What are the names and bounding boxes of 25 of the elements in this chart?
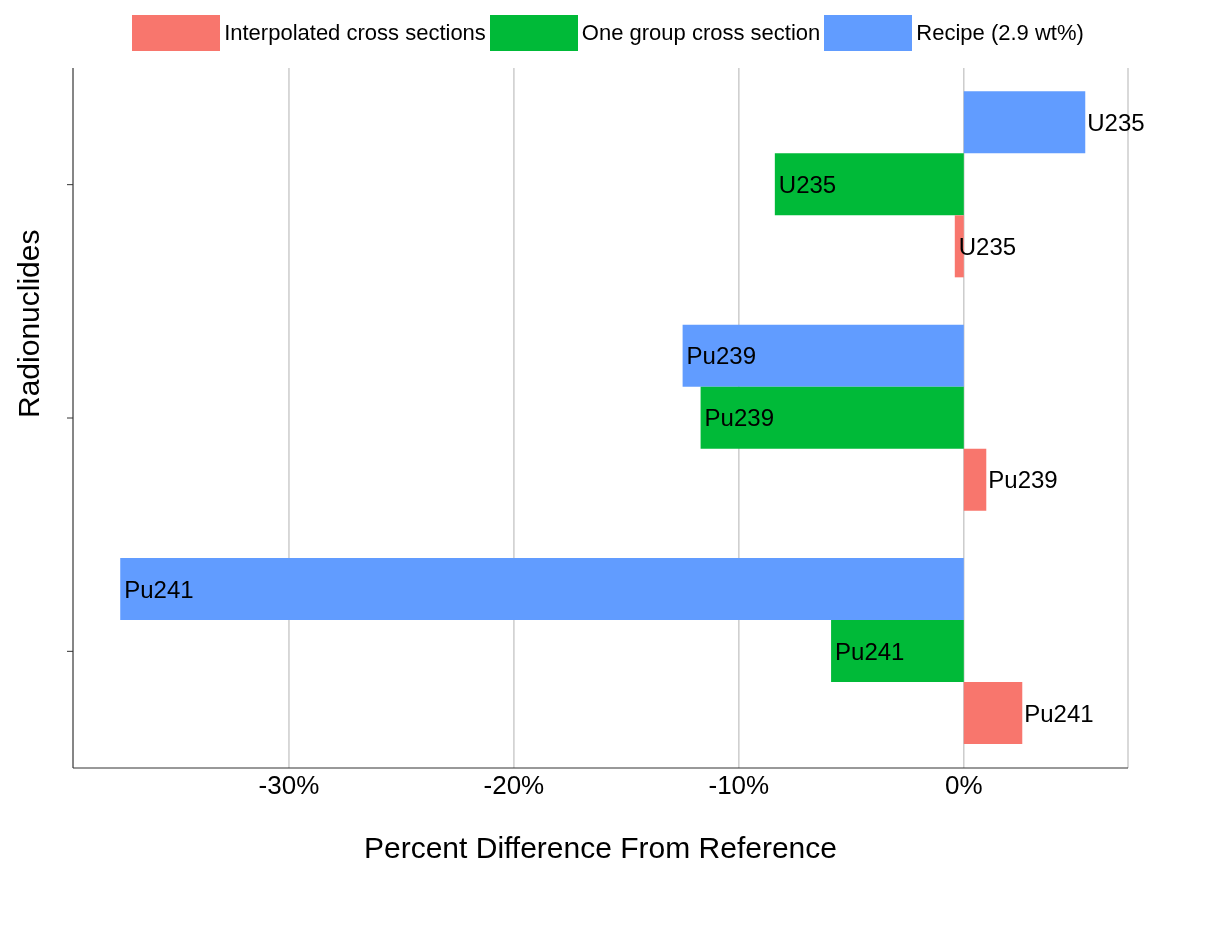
bar xyxy=(831,620,964,682)
data-label: Pu239 xyxy=(686,342,757,370)
data-label: U235 xyxy=(778,170,837,198)
bar xyxy=(774,153,964,216)
legend-label: Recipe (2.9 wt%) xyxy=(916,20,1084,46)
data-label: Pu241 xyxy=(835,637,905,665)
data-label: Pu241 xyxy=(124,575,194,603)
x-tick-label: -20% xyxy=(483,770,545,801)
x-tick-label: -10% xyxy=(708,770,770,801)
data-label: Pu239 xyxy=(988,466,1058,494)
x-tick-label: -30% xyxy=(258,770,320,801)
bar xyxy=(120,558,964,620)
data-label: Pu241 xyxy=(1024,699,1094,727)
legend-label: Interpolated cross sections xyxy=(224,20,486,46)
legend-label: One group cross section xyxy=(581,20,821,46)
data-label: U235 xyxy=(1087,108,1145,136)
bar xyxy=(963,448,987,511)
y-axis-title: Radionuclides xyxy=(11,229,45,418)
bar xyxy=(682,324,964,387)
bar xyxy=(963,682,1023,744)
bar xyxy=(963,91,1086,154)
bar xyxy=(700,386,964,449)
data-label: Pu239 xyxy=(704,404,775,432)
x-tick-label: 0% xyxy=(945,770,983,801)
x-axis-title: Percent Difference From Reference xyxy=(364,831,837,864)
